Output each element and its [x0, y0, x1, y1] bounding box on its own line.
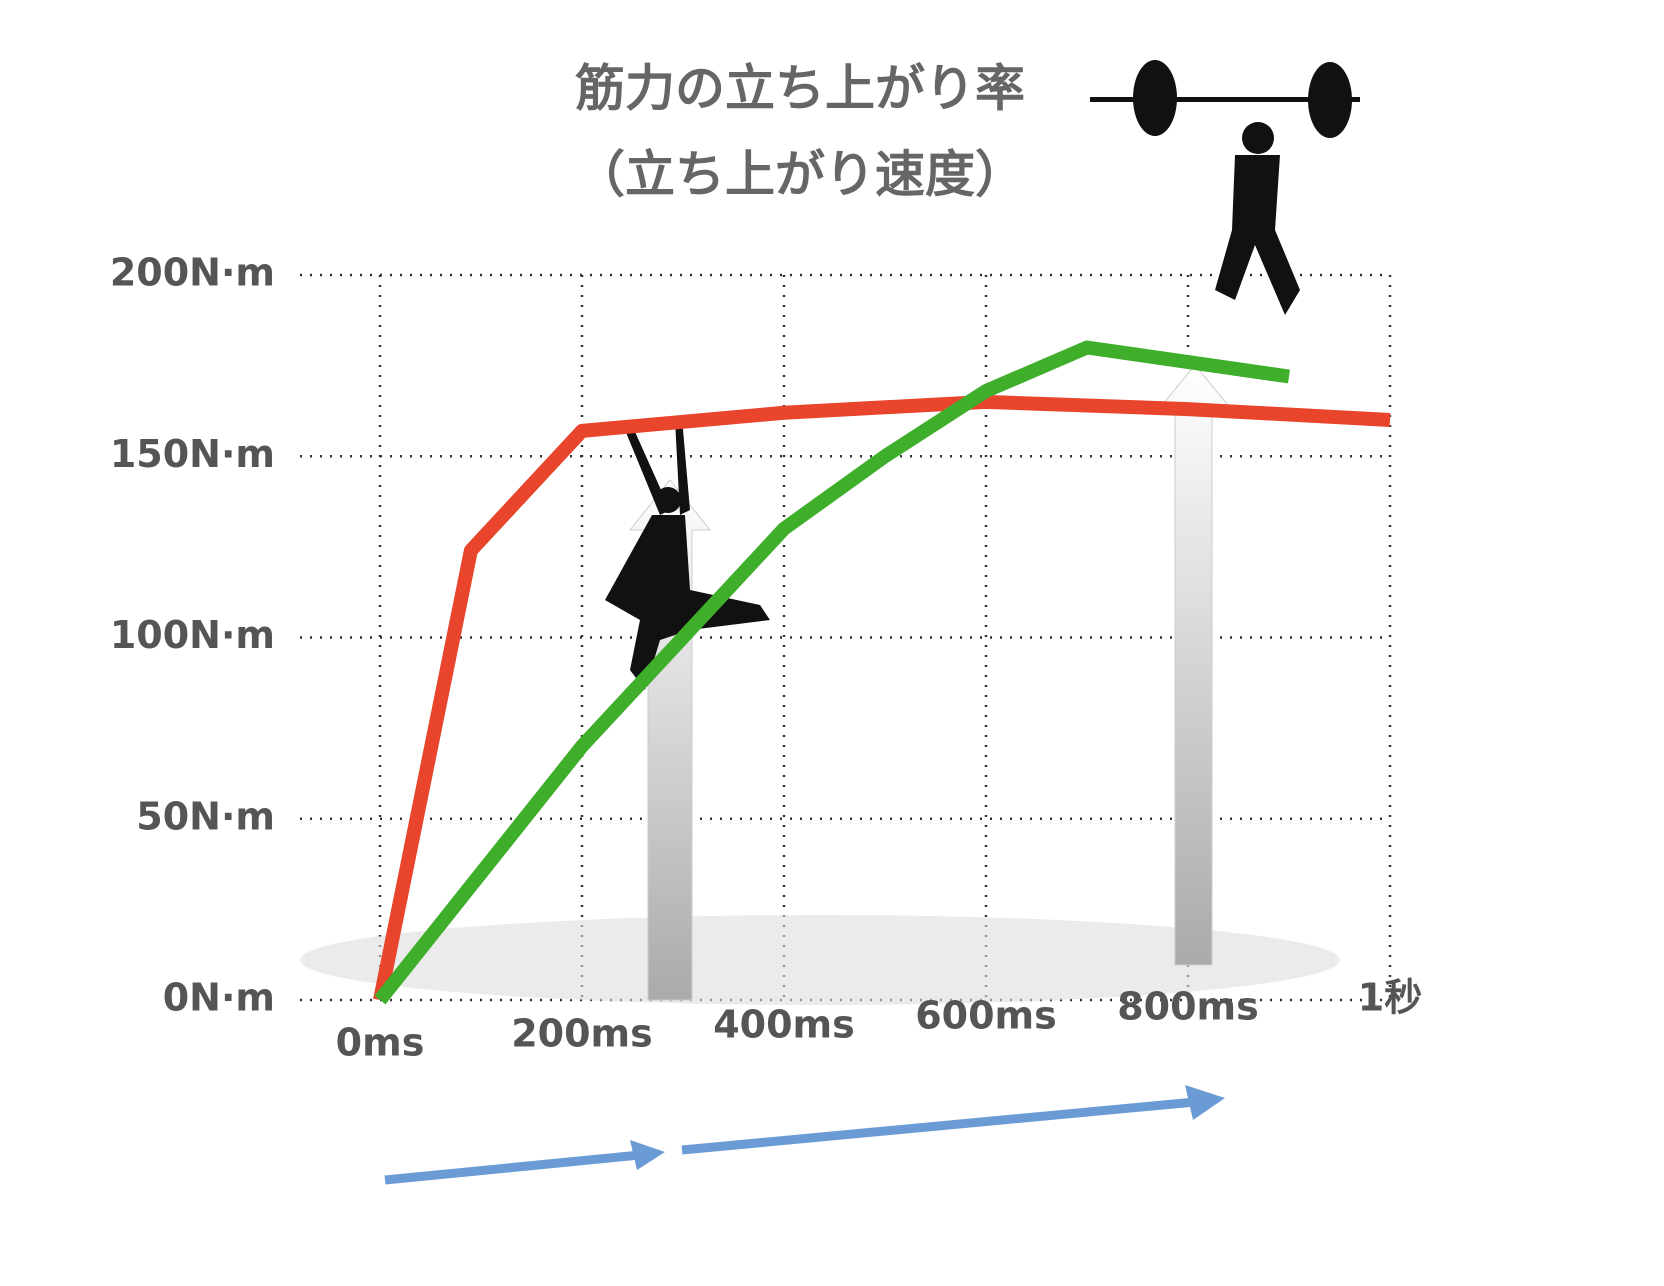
x-tick-label: 200ms: [511, 1012, 653, 1056]
x-tick-label: 0ms: [336, 1021, 425, 1065]
y-tick-label: 200N·m: [110, 251, 275, 295]
y-tick-label: 0N·m: [163, 976, 275, 1020]
x-tick-label: 800ms: [1117, 985, 1259, 1029]
blue-arrow-head: [1185, 1085, 1225, 1120]
lines: [373, 340, 1391, 1005]
series-line: [374, 340, 1290, 1005]
decoration: [300, 60, 1360, 1185]
y-tick-label: 100N·m: [110, 613, 275, 657]
y-tick-label: 150N·m: [110, 432, 275, 476]
series-line: [373, 394, 1391, 1002]
y-tick-label: 50N·m: [136, 794, 275, 838]
x-tick-label: 400ms: [713, 1003, 855, 1047]
x-tick-label: 1秒: [1358, 976, 1422, 1020]
blue-arrow-head: [630, 1140, 665, 1170]
blue-arrow: [681, 1097, 1196, 1155]
x-tick-label: 600ms: [915, 994, 1057, 1038]
chart-subtitle: （立ち上がり速度）: [575, 146, 1025, 204]
weightlifter-icon: [1090, 60, 1360, 315]
shadow: [300, 915, 1340, 1005]
chart-title: 筋力の立ち上がり率: [575, 60, 1025, 118]
blue-arrow: [384, 1150, 641, 1185]
